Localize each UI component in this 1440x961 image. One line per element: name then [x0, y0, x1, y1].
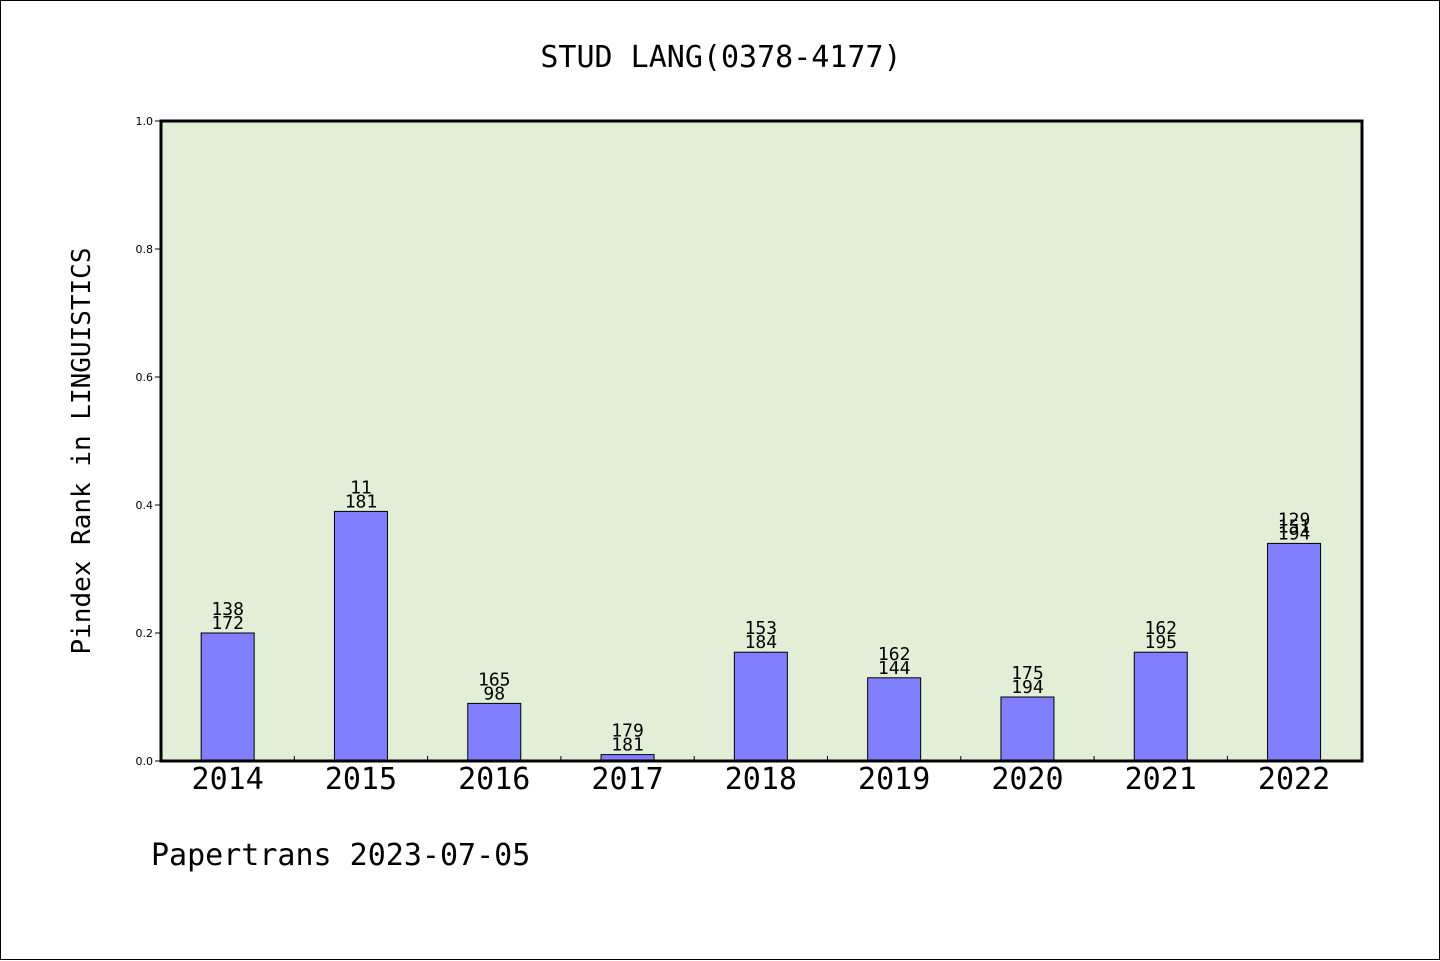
data-label-bottom: 194	[1278, 523, 1311, 544]
x-tick-label: 2017	[591, 762, 663, 797]
y-tick-label: 0.8	[136, 243, 154, 256]
x-tick-label: 2016	[458, 762, 530, 797]
bar-2016	[467, 702, 522, 762]
data-label-bottom: 195	[1144, 632, 1177, 653]
data-label-bottom: 181	[611, 735, 644, 756]
x-tick-label: 2014	[192, 762, 264, 797]
x-tick-label: 2018	[725, 762, 797, 797]
data-label-bottom: 194	[1011, 677, 1044, 698]
footer-credit: Papertrans 2023-07-05	[151, 838, 530, 873]
bar-2020	[1000, 696, 1055, 762]
y-tick-label: 1.0	[136, 115, 154, 128]
y-tick-label: 0.2	[136, 627, 154, 640]
data-label-bottom: 172	[211, 613, 244, 634]
y-tick-label: 0.0	[136, 755, 154, 768]
bar-2019	[867, 677, 922, 762]
y-axis-label: Pindex Rank in LINGUISTICS	[67, 248, 97, 655]
data-label-top: 153	[745, 618, 778, 639]
data-label-bottom: 98	[483, 683, 505, 704]
y-tick-label: 0.4	[136, 499, 154, 512]
data-label-top: 179	[611, 721, 644, 742]
data-label-top: 162	[878, 644, 911, 665]
bar-2022	[1267, 542, 1322, 762]
x-tick-label: 2020	[991, 762, 1063, 797]
data-label-top: 129	[1278, 509, 1311, 530]
data-label-bottom: 181	[345, 491, 378, 512]
data-label-bottom: 184	[745, 632, 778, 653]
data-label-bottom: 144	[878, 658, 911, 679]
x-tick-label: 2022	[1258, 762, 1330, 797]
bar-2015	[333, 510, 388, 762]
chart-title: STUD LANG(0378-4177)	[540, 40, 901, 75]
data-label-top: 162	[1144, 618, 1177, 639]
bar-2021	[1133, 651, 1188, 762]
data-label-top: 138	[211, 599, 244, 620]
bar-2014	[200, 632, 255, 762]
x-tick-label: 2021	[1125, 762, 1197, 797]
data-label-top: 165	[478, 669, 511, 690]
data-label-top: 11	[350, 477, 372, 498]
data-label-extra: 151	[1278, 516, 1311, 537]
x-tick-label: 2019	[858, 762, 930, 797]
x-tick-label: 2015	[325, 762, 397, 797]
bar-2018	[733, 651, 788, 762]
bars	[200, 510, 1322, 762]
y-tick-label: 0.6	[136, 371, 154, 384]
plot-border	[159, 119, 1364, 763]
data-labels: 2014172138201518111201698165201718117920…	[192, 477, 1331, 797]
data-label-top: 175	[1011, 663, 1044, 684]
